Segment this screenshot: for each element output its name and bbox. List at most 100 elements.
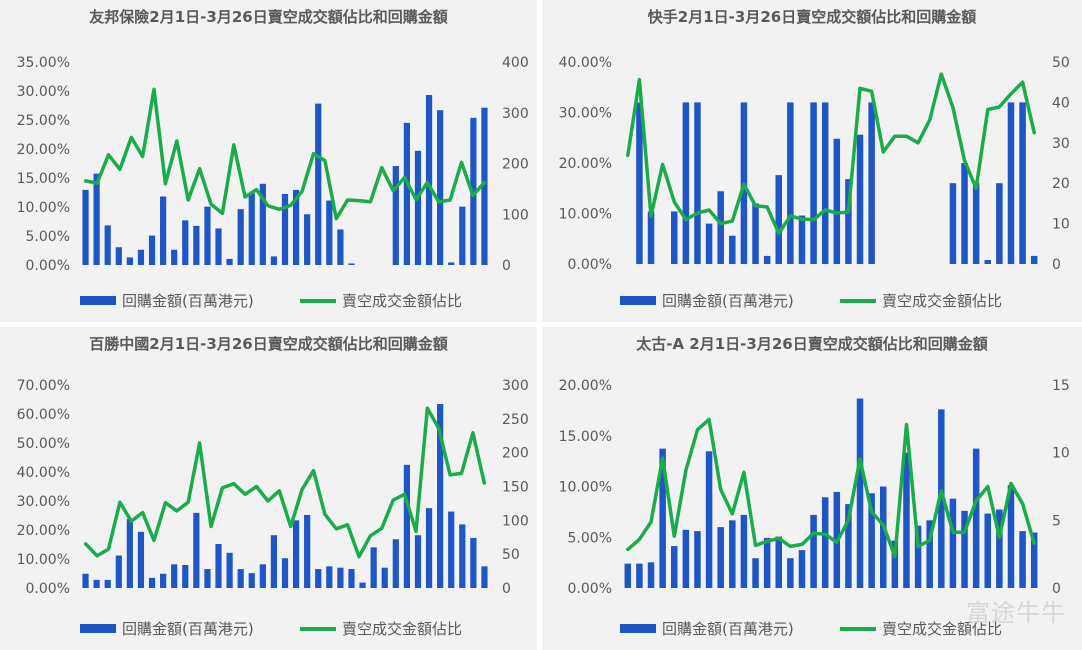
bar-mark: [148, 235, 156, 265]
bar-mark: [891, 540, 899, 588]
bar-mark: [425, 94, 433, 265]
bar-mark: [481, 566, 488, 588]
bar-mark: [337, 567, 344, 588]
bar-mark: [193, 225, 200, 265]
y-left-tick-label: 20.00%: [559, 156, 612, 172]
bar-mark: [996, 509, 1003, 588]
y-right-tick-label: 300: [502, 106, 529, 122]
bar-mark: [82, 189, 89, 265]
y-right-tick-label: 50: [502, 547, 520, 563]
bar-mark: [281, 558, 289, 588]
bar-mark: [281, 193, 289, 265]
bar-mark: [1030, 255, 1038, 264]
bar-mark: [810, 102, 817, 265]
bar-mark: [949, 498, 957, 588]
bar-mark: [949, 183, 957, 264]
chart-panel-yum-china: 0.00% 10.00% 20.00% 30.00% 40.00% 50.00% 60.00…: [0, 327, 537, 650]
chart-plot-yum-china: 0.00% 10.00% 20.00% 30.00% 40.00% 50.00% 60.00…: [17, 378, 529, 597]
bar-mark: [729, 235, 736, 264]
y-left-tick-label: 50.00%: [17, 436, 70, 452]
bar-mark: [315, 569, 322, 588]
bar-mark: [270, 256, 278, 265]
bar-mark: [259, 183, 266, 265]
bar-mark: [160, 196, 167, 265]
bar-mark: [237, 209, 244, 265]
bar-mark: [694, 531, 701, 588]
bar-mark: [787, 102, 794, 265]
bar-mark: [248, 573, 255, 588]
bar-mark: [326, 566, 333, 588]
y-left-tick-label: 40.00%: [559, 55, 612, 71]
bar-mark: [381, 567, 388, 588]
y-left-tick-label: 35.00%: [17, 55, 70, 71]
bar-mark: [798, 550, 806, 588]
bar-mark: [437, 110, 444, 266]
y-right-tick-label: 10: [1052, 217, 1070, 233]
chart-plot-kuaishou: 0.00% 10.00% 20.00% 30.00% 40.00% 0 10 20 30 40 50: [559, 55, 1070, 273]
chart-legend: 回購金額(百萬港元) 賣空成交金額佔比: [542, 290, 1082, 312]
legend-line-label: 賣空成交金額佔比: [342, 292, 463, 310]
line-series: [83, 406, 487, 559]
legend-line-label: 賣空成交金額佔比: [342, 620, 463, 638]
bar-mark: [448, 262, 455, 265]
bar-mark: [259, 564, 266, 588]
y-left-tick-label: 5.00%: [568, 530, 612, 546]
bar-mark: [459, 206, 466, 265]
legend-bar-label: 回購金額(百萬港元): [662, 292, 794, 310]
y-left-tick-label: 20.00%: [17, 142, 70, 158]
bar-mark: [624, 563, 632, 588]
bar-mark: [104, 225, 111, 265]
bar-mark: [856, 134, 864, 264]
bar-mark: [833, 138, 841, 264]
y-left-tick-label: 0.00%: [568, 257, 612, 273]
y-right-tick-label: 0: [502, 258, 511, 274]
chart-title: 百勝中國2月1日-3月26日賣空成交額佔比和回購金額: [89, 335, 448, 353]
chart-legend: 回購金額(百萬港元) 賣空成交金額佔比: [0, 290, 537, 312]
legend-line-label: 賣空成交金額佔比: [882, 620, 1003, 638]
line-series: [626, 72, 1036, 235]
legend-bar-label: 回購金額(百萬港元): [122, 620, 254, 638]
bar-mark: [182, 564, 189, 588]
bar-mark: [148, 577, 156, 588]
bar-mark: [845, 179, 852, 264]
bar-mark: [115, 247, 122, 265]
chart-panel-swire-a: 0.00% 5.00% 10.00% 15.00% 20.00% 0 5 10 15 太古-A …: [542, 327, 1082, 650]
y-right-tick-label: 0: [1052, 257, 1061, 273]
y-left-tick-label: 5.00%: [26, 229, 70, 245]
bar-mark: [414, 535, 422, 588]
bar-mark: [705, 451, 713, 588]
bar-mark: [126, 257, 133, 265]
bar-mark: [137, 249, 145, 265]
bar-mark: [292, 189, 300, 265]
y-right-tick-label: 300: [502, 378, 529, 394]
bar-mark: [470, 537, 477, 588]
bar-mark: [856, 398, 864, 588]
bar-mark: [984, 259, 992, 264]
line-series: [83, 87, 487, 221]
chart-panel-aia: 0.00% 5.00% 10.00% 15.00% 20.00% 25.00% 30.00%…: [0, 0, 537, 322]
bar-mark: [215, 544, 222, 588]
chart-legend: 回購金額(百萬港元) 賣空成交金額佔比: [0, 618, 537, 640]
y-right-tick-label: 200: [502, 446, 529, 462]
bar-mark: [204, 206, 211, 265]
bar-mark: [659, 448, 666, 588]
bar-mark: [879, 486, 887, 588]
legend-bar-swatch: [80, 624, 116, 633]
bar-mark: [810, 514, 817, 588]
y-left-tick-label: 30.00%: [17, 84, 70, 100]
bar-mark: [961, 163, 968, 264]
bar-mark: [1007, 485, 1015, 588]
bar-mark: [705, 223, 713, 264]
bar-mark: [938, 409, 945, 588]
bar-mark: [370, 547, 377, 588]
bar-mark: [1030, 532, 1038, 588]
bar-mark: [1019, 531, 1026, 588]
bar-mark: [104, 579, 111, 588]
y-left-tick-label: 15.00%: [17, 171, 70, 187]
y-left-tick-label: 40.00%: [17, 465, 70, 481]
chart-plot-swire-a: 0.00% 5.00% 10.00% 15.00% 20.00% 0 5 10 15: [559, 378, 1070, 597]
bar-mark: [682, 529, 690, 588]
y-left-tick-label: 20.00%: [17, 523, 70, 539]
bar-mark: [821, 102, 829, 265]
bar-mark: [717, 191, 724, 264]
